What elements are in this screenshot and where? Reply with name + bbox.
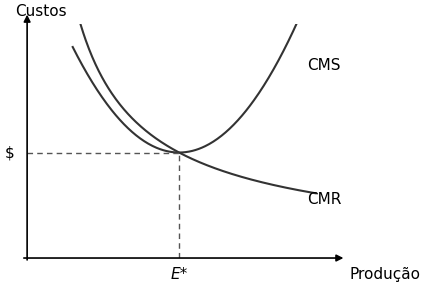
Text: Custos: Custos xyxy=(15,4,66,19)
Text: CMS: CMS xyxy=(307,58,340,73)
Text: CMR: CMR xyxy=(307,192,341,207)
Text: Produção: Produção xyxy=(349,267,420,282)
Text: E*: E* xyxy=(170,267,188,282)
Text: $: $ xyxy=(5,145,15,160)
